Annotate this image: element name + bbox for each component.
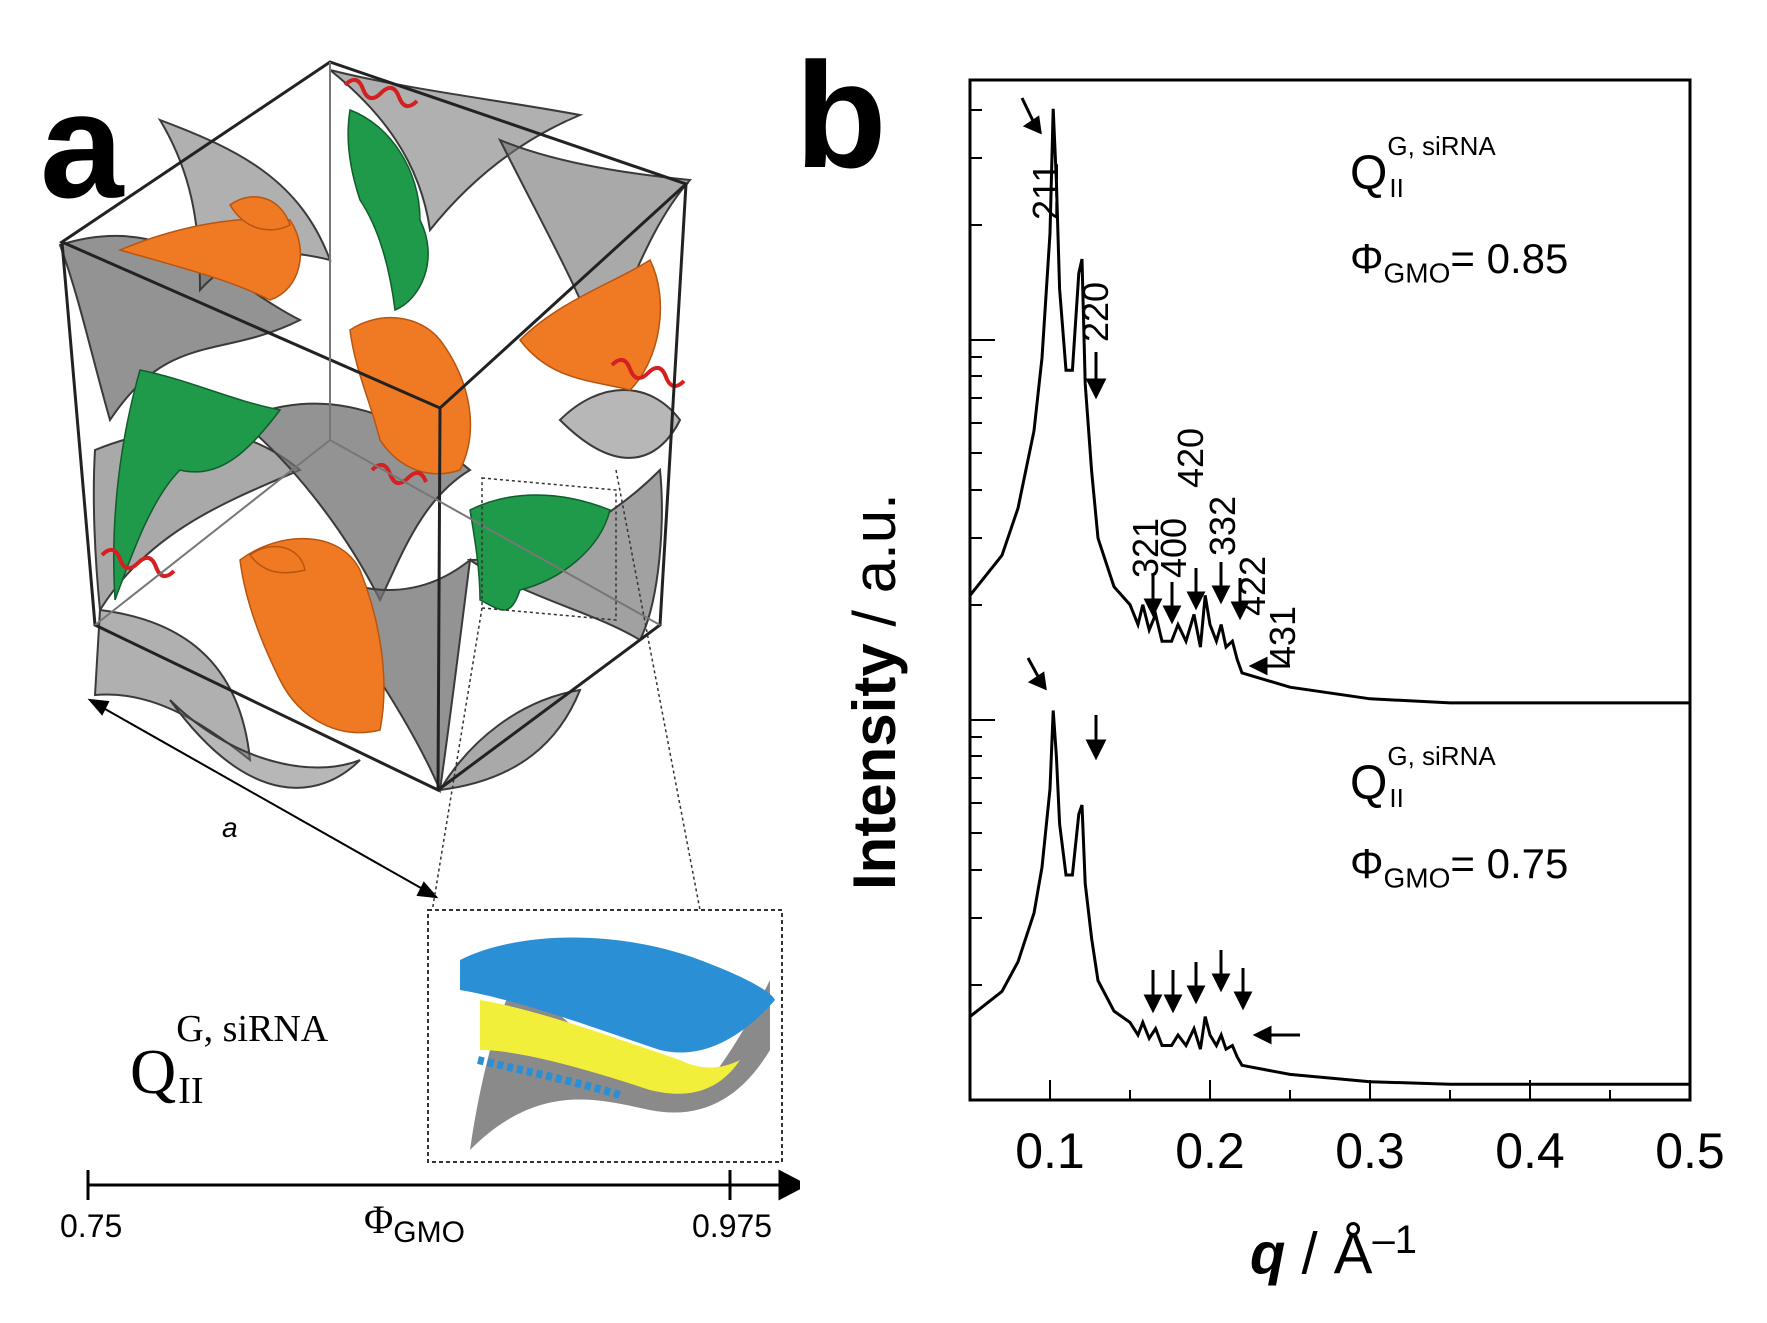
y-axis-label: Intensity / a.u. xyxy=(841,493,908,890)
x-tick-label: 0.2 xyxy=(1175,1123,1245,1179)
phi-axis-left-value: 0.75 xyxy=(60,1208,123,1244)
top-phase-label: Q G, siRNA II xyxy=(1350,131,1496,203)
peak-label-220: 220 xyxy=(1075,282,1116,342)
peak-label-400: 400 xyxy=(1153,518,1194,578)
phase-symbol: Q xyxy=(130,1036,177,1107)
green-channels xyxy=(112,108,611,611)
series-line-2 xyxy=(969,710,1690,1086)
phase-superscript: G, siRNA xyxy=(176,1008,329,1050)
peak-arrows xyxy=(1020,97,1300,1045)
lattice-parameter-label: a xyxy=(222,812,238,843)
phase-label-a: Q G, siRNA II xyxy=(130,1010,328,1110)
panel-a-letter: a xyxy=(40,61,124,229)
lipid-bilayer-icon xyxy=(460,937,775,1150)
cubic-phase-illustration xyxy=(58,60,800,1201)
x-tick-label: 0.4 xyxy=(1495,1123,1565,1179)
phi-axis xyxy=(86,1169,800,1201)
bottom-phase-label: Q G, siRNA II xyxy=(1350,741,1496,813)
bottom-phi-label: ΦGMO= 0.75 xyxy=(1350,840,1569,894)
panel-b-letter: b xyxy=(795,31,887,199)
lattice-parameter-arrow xyxy=(87,698,439,899)
x-axis-label: q / Å–1 xyxy=(1250,1218,1417,1287)
curves xyxy=(968,108,1690,1086)
phi-axis-right-value: 0.975 xyxy=(692,1208,773,1244)
orange-channels xyxy=(117,196,662,734)
peak-label-420: 420 xyxy=(1170,428,1211,488)
x-ticks: 0.1 0.2 0.3 0.4 0.5 xyxy=(969,1080,1725,1179)
zoom-guide xyxy=(431,469,701,913)
peak-label-431: 431 xyxy=(1262,606,1303,666)
peak-label-332: 332 xyxy=(1202,496,1243,556)
series-line-1 xyxy=(968,108,1690,705)
x-tick-label: 0.5 xyxy=(1655,1123,1725,1179)
plot-frame xyxy=(968,78,1692,1102)
peak-label-422: 422 xyxy=(1232,556,1273,616)
x-tick-label: 0.1 xyxy=(1015,1123,1085,1179)
peak-labels: 211 220 321 400 420 332 422 431 xyxy=(1025,163,1303,666)
peak-label-321: 321 xyxy=(1125,518,1166,578)
phi-axis-label: ΦGMO xyxy=(364,1197,465,1249)
peak-label-211: 211 xyxy=(1025,163,1066,220)
phase-subscript: II xyxy=(178,1070,204,1112)
top-phi-label: ΦGMO= 0.85 xyxy=(1350,235,1569,289)
x-tick-label: 0.3 xyxy=(1335,1123,1405,1179)
y-ticks xyxy=(970,109,995,1101)
